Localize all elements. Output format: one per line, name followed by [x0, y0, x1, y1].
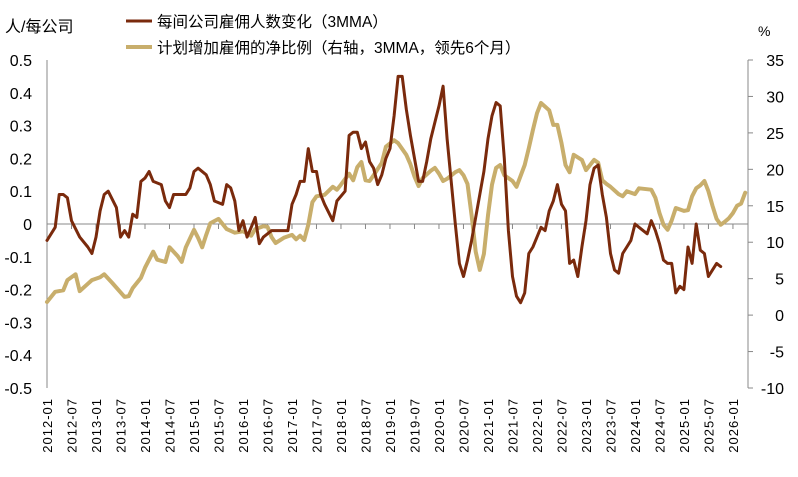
x-tick-label: 2014-01 [138, 398, 153, 453]
x-tick-label: 2013-01 [89, 398, 104, 453]
left-y-tick-label: 0.4 [10, 86, 32, 103]
left-y-tick-label: -0.4 [4, 348, 32, 365]
left-y-tick-label: 0.2 [10, 151, 32, 168]
left-y-tick-label: -0.5 [4, 381, 32, 398]
x-tick-label: 2018-01 [334, 398, 349, 453]
x-tick-label: 2015-07 [211, 398, 226, 453]
legend: 每间公司雇佣人数变化（3MMA） 计划增加雇佣的净比例（右轴，3MMA，领先6个… [126, 13, 520, 57]
left-y-tick-label: -0.3 [4, 315, 32, 332]
x-tick-label: 2026-01 [726, 398, 741, 453]
x-tick-label: 2025-01 [677, 398, 692, 453]
series-lines [45, 74, 748, 305]
x-tick-label: 2017-07 [309, 398, 324, 453]
left-axis-unit: 人/每公司 [5, 18, 73, 36]
x-tick-label: 2013-07 [113, 398, 128, 453]
right-y-tick-label: -5 [770, 345, 784, 362]
right-y-tick-label: 0 [775, 308, 784, 325]
x-tick-label: 2020-01 [432, 398, 447, 453]
x-tick-label: 2015-01 [187, 398, 202, 453]
legend-label-series-2: 计划增加雇佣的净比例（右轴，3MMA，领先6个月） [157, 39, 520, 57]
x-tick-label: 2024-07 [652, 398, 667, 453]
x-tick-label: 2012-07 [64, 398, 79, 453]
x-tick-label: 2023-07 [603, 398, 618, 453]
left-y-tick-label: -0.1 [4, 250, 32, 267]
series-employment-change-line [45, 74, 723, 305]
right-y-tick-label: -10 [761, 381, 784, 398]
x-tick-label: 2017-01 [285, 398, 300, 453]
x-tick-label: 2025-07 [701, 398, 716, 453]
x-tick-label: 2022-01 [530, 398, 545, 453]
x-tick-label: 2014-07 [162, 398, 177, 453]
x-tick-label: 2016-07 [260, 398, 275, 453]
right-y-tick-label: 20 [766, 162, 784, 179]
x-tick-label: 2018-07 [358, 398, 373, 453]
left-y-tick-label: 0 [23, 217, 32, 234]
right-y-tick-label: 15 [766, 199, 784, 216]
right-y-tick-label: 30 [766, 89, 784, 106]
right-axis-unit: % [758, 23, 770, 39]
x-tick-label: 2012-01 [40, 398, 55, 453]
x-tick-label: 2020-07 [456, 398, 471, 453]
axes: 0.5 0.4 0.3 0.2 0.1 0 -0.1 -0.2 -0.3 -0.4 -0.5 35 30… [4, 53, 784, 453]
x-tick-label: 2021-07 [505, 398, 520, 453]
x-tick-label: 2023-01 [579, 398, 594, 453]
right-y-tick-label: 25 [766, 126, 784, 143]
x-tick-label: 2024-01 [628, 398, 643, 453]
left-y-tick-label: 0.5 [10, 53, 32, 70]
left-y-tick-label: 0.3 [10, 119, 32, 136]
left-y-tick-label: 0.1 [10, 184, 32, 201]
right-y-tick-label: 5 [775, 272, 784, 289]
series-net-hiring-plans-line [45, 101, 748, 304]
x-tick-label: 2022-07 [554, 398, 569, 453]
right-y-tick-label: 35 [766, 53, 784, 70]
x-tick-label: 2019-01 [383, 398, 398, 453]
x-tick-label: 2016-01 [236, 398, 251, 453]
right-y-tick-label: 10 [766, 235, 784, 252]
legend-label-series-1: 每间公司雇佣人数变化（3MMA） [157, 13, 388, 31]
left-y-tick-label: -0.2 [4, 283, 32, 300]
x-tick-label: 2021-01 [481, 398, 496, 453]
x-tick-label: 2019-07 [407, 398, 422, 453]
